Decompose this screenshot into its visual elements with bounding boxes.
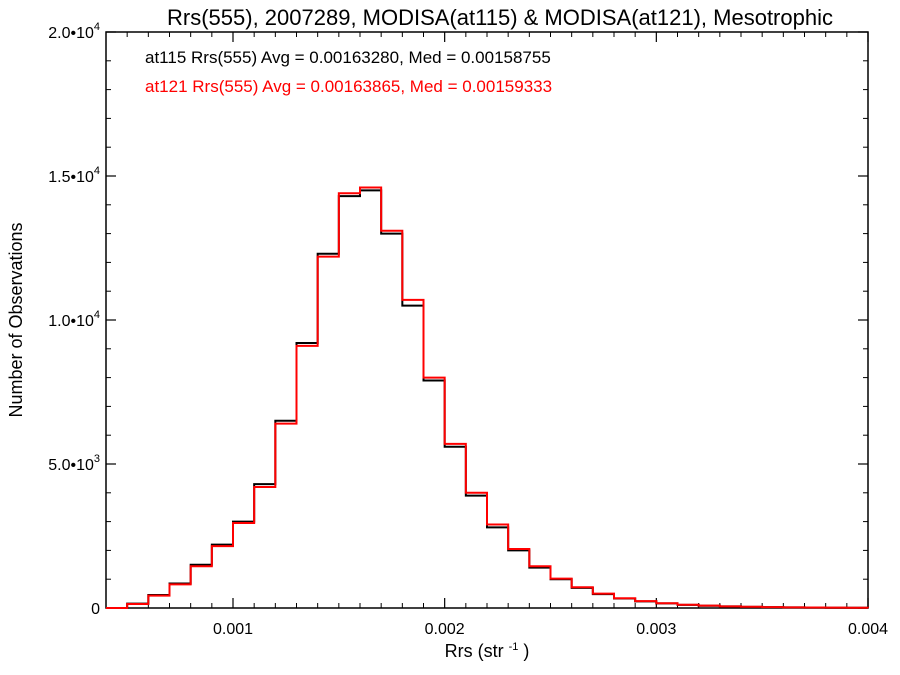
series-layer <box>106 186 869 609</box>
y-tick-label-sup: 3 <box>94 453 100 465</box>
x-axis-label-sup: -1 <box>509 641 519 653</box>
series-line-at121 <box>106 186 869 609</box>
y-tick-label-base: 1.0•10 <box>48 313 94 330</box>
x-tick-label: 0.001 <box>213 621 253 638</box>
x-axis-label-main: Rrs (str <box>445 641 504 661</box>
y-tick-label-base: 5.0•10 <box>48 457 94 474</box>
chart-title: Rrs(555), 2007289, MODISA(at115) & MODIS… <box>167 5 833 30</box>
annotation-at115: at115 Rrs(555) Avg = 0.00163280, Med = 0… <box>145 48 551 67</box>
y-tick-label: 1.0•104 <box>48 309 100 330</box>
y-tick-label-base: 2.0•10 <box>48 25 94 42</box>
y-tick-label-sup: 4 <box>94 309 100 321</box>
y-tick-label-sup: 4 <box>94 21 100 33</box>
x-axis-label-close: ) <box>523 641 529 661</box>
y-tick-label: 1.5•104 <box>48 165 100 186</box>
y-tick-label-base: 0 <box>91 601 100 618</box>
y-tick-label-base: 1.5•10 <box>48 169 94 186</box>
y-tick-label: 5.0•103 <box>48 453 100 474</box>
y-tick-label: 0 <box>91 601 100 618</box>
y-tick-label-sup: 4 <box>94 165 100 177</box>
x-tick-label: 0.003 <box>636 621 676 638</box>
x-tick-label: 0.004 <box>848 621 888 638</box>
y-axis-label: Number of Observations <box>6 222 26 417</box>
x-axis-label: Rrs (str -1 ) <box>445 634 530 661</box>
x-tick-label: 0.002 <box>425 621 465 638</box>
y-tick-label: 2.0•104 <box>48 21 100 42</box>
annotation-at121: at121 Rrs(555) Avg = 0.00163865, Med = 0… <box>145 77 552 96</box>
x-axis: 0.001 0.002 0.003 0.004 <box>105 32 888 638</box>
